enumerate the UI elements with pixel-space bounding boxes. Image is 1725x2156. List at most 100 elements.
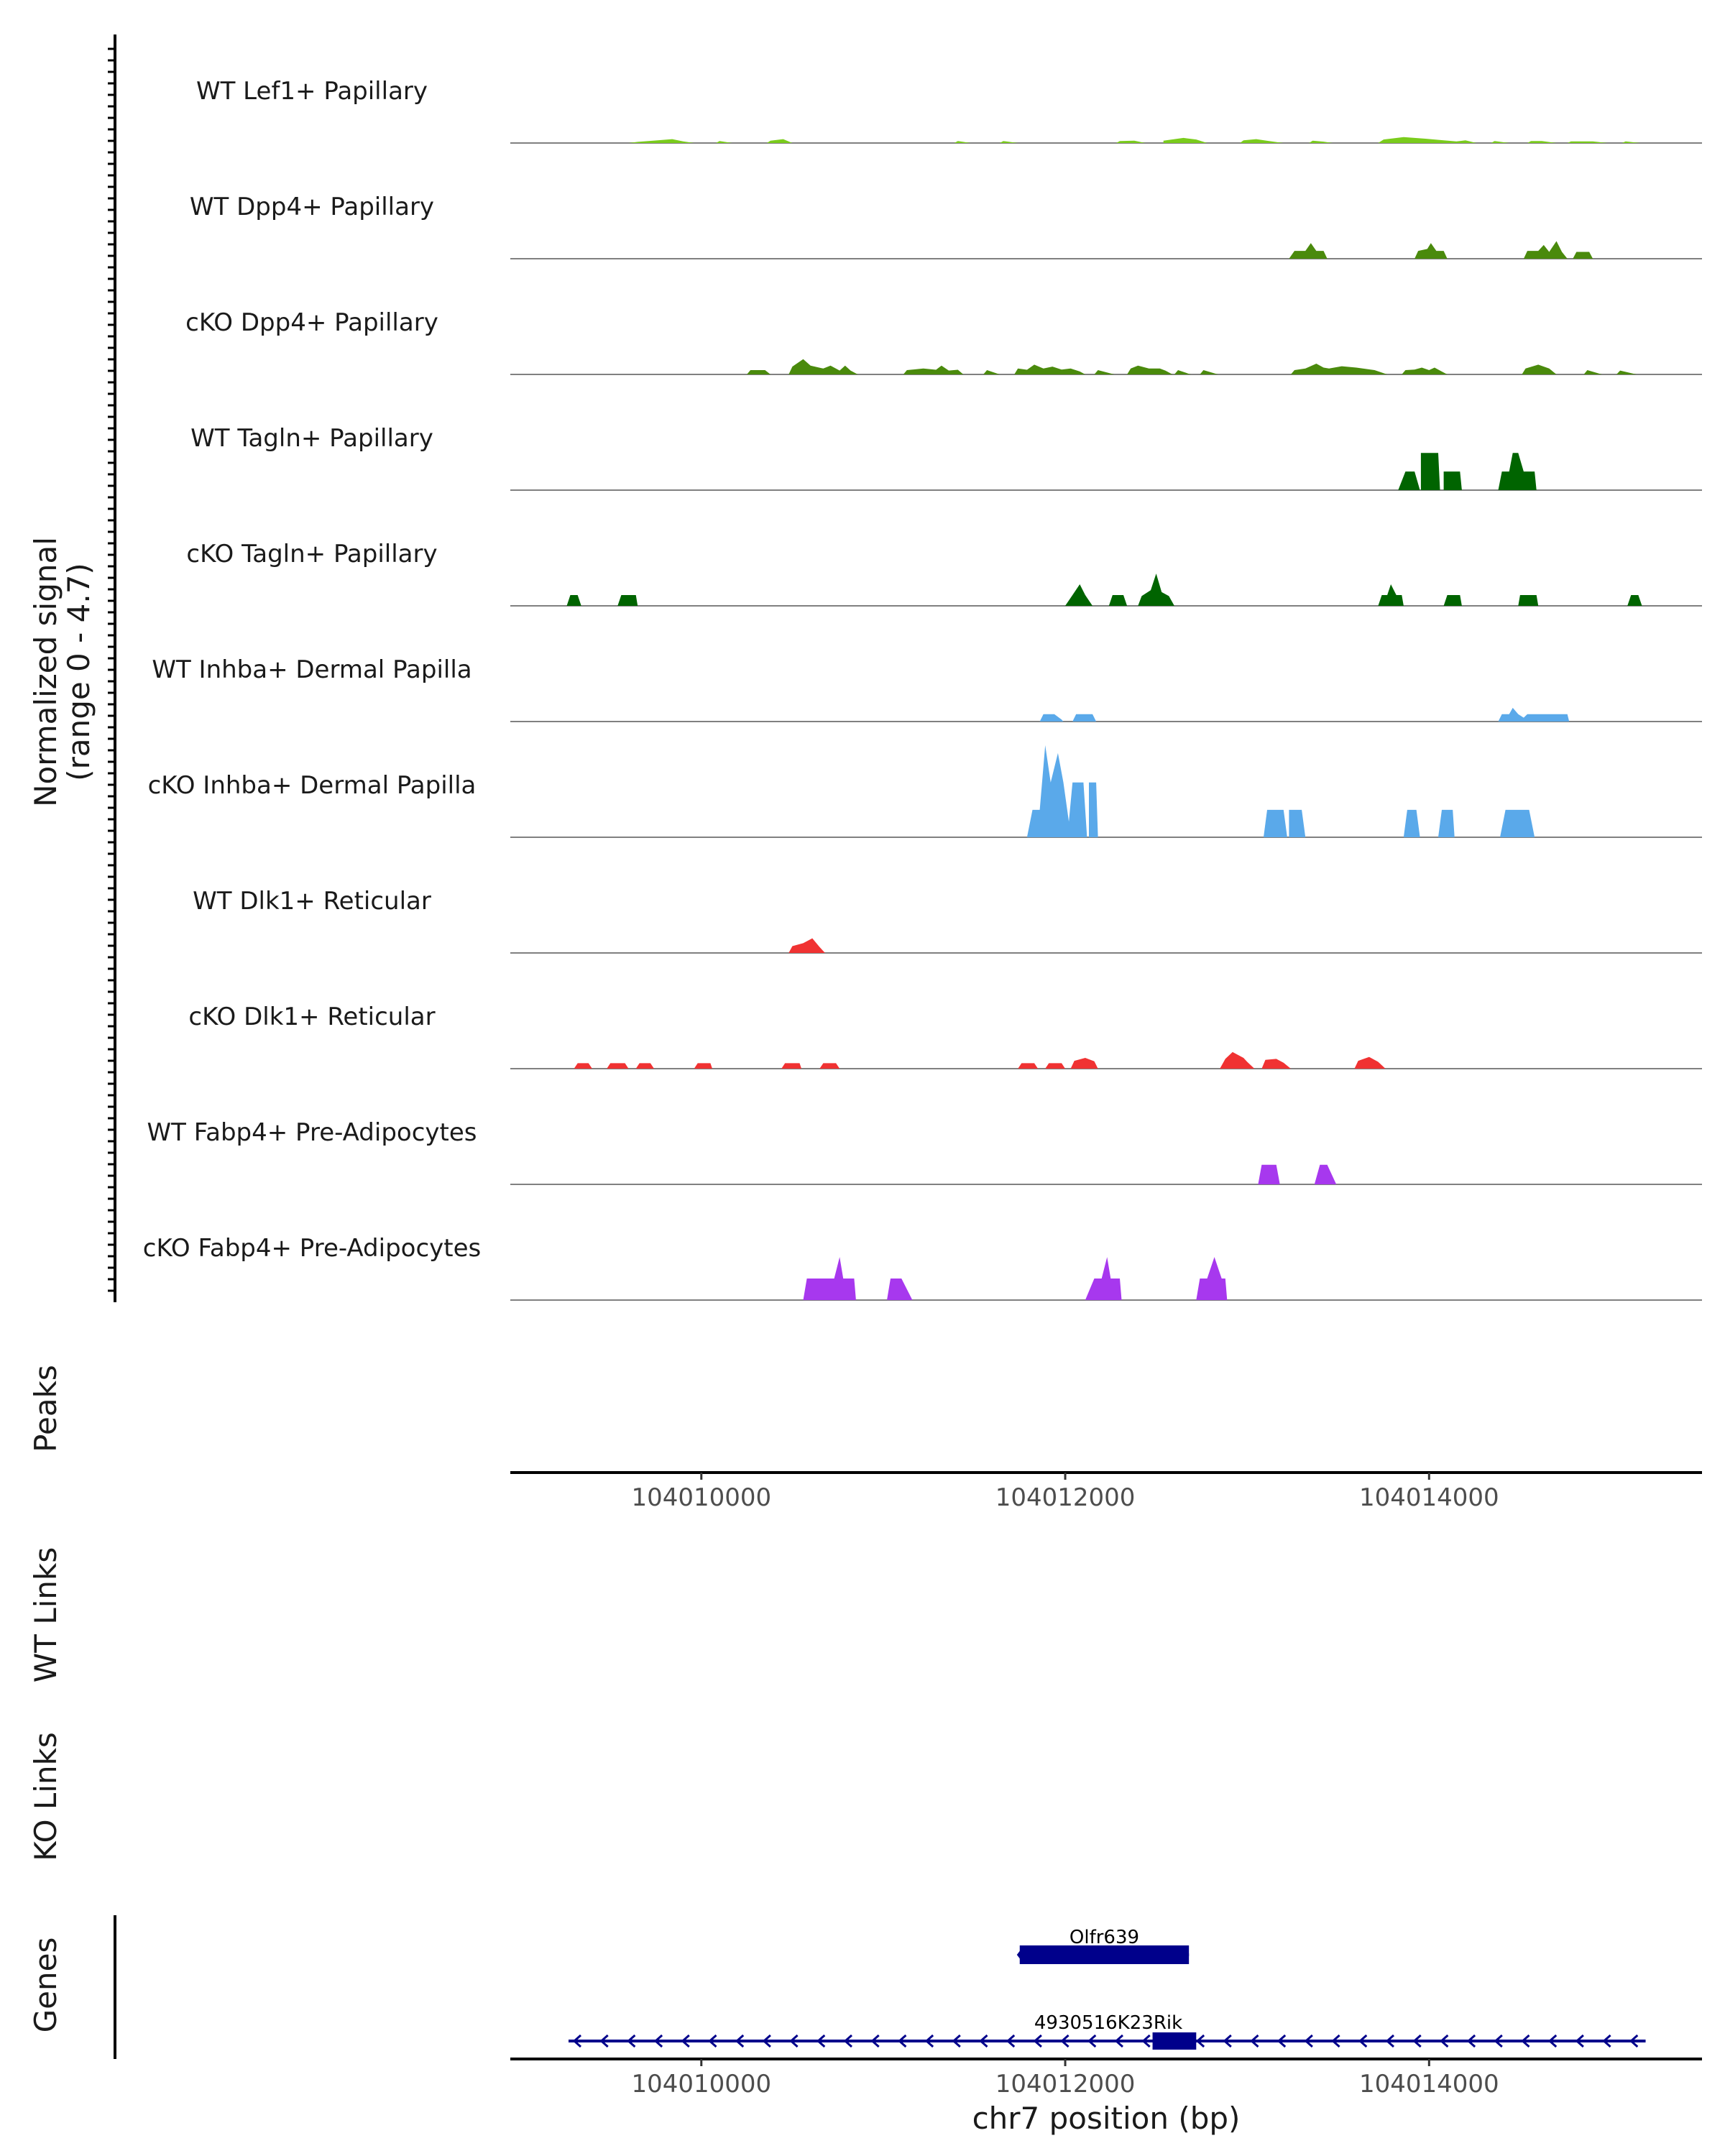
strand-arrow-2-2269: [1629, 2034, 1639, 2048]
signal-peak-11-1: [803, 1257, 856, 1300]
track-label-3: cKO Dpp4+ Papillary: [185, 308, 438, 337]
gene-Olfr639: Olfr639: [1016, 1927, 1190, 1964]
signal-peak-7-4: [1289, 809, 1306, 837]
signal-peak-11-3: [1085, 1257, 1122, 1300]
genes-x-tick-label-1: 104012000: [995, 2070, 1136, 2099]
signal-peak-6-1: [1039, 714, 1064, 722]
signal-peak-5-8: [1518, 595, 1539, 606]
strand-arrow-2-1666: [1195, 2034, 1205, 2048]
strand-arrow-2-1176: [843, 2034, 852, 2048]
strand-arrow-2-1855: [1331, 2034, 1340, 2048]
signal-peak-1-4: [954, 141, 971, 143]
signal-peak-3-2: [788, 359, 858, 374]
signal-peak-1-14: [1622, 141, 1640, 143]
signal-peak-1-3: [766, 139, 793, 143]
signal-peak-9-1: [574, 1063, 592, 1069]
strand-arrow-2-1063: [762, 2034, 771, 2048]
strand-arrow-2-1440: [1033, 2034, 1042, 2048]
gene-label-2: 4930516K23Rik: [1034, 2012, 1182, 2034]
signal-peak-5-1: [566, 595, 581, 606]
strand-arrow-2-1289: [924, 2034, 934, 2048]
strand-arrow-2-1515: [1087, 2034, 1097, 2048]
strand-arrow-2-1138: [816, 2034, 826, 2048]
gene-exon-2-1: [1152, 2032, 1197, 2050]
track-7: cKO Inhba+ Dermal Papilla: [148, 745, 1702, 838]
signal-peak-3-3: [903, 365, 964, 374]
signal-peak-5-3: [1065, 584, 1092, 606]
genes-x-tick-label-2: 104014000: [1359, 2070, 1499, 2099]
signal-peak-9-6: [819, 1063, 840, 1069]
signal-peak-3-14: [1616, 370, 1637, 374]
strand-arrow-2-2232: [1602, 2034, 1611, 2048]
signal-peak-1-10: [1378, 137, 1477, 143]
signal-peak-9-9: [1070, 1058, 1098, 1069]
gene-start-cap-1: [1016, 1945, 1024, 1964]
signal-peak-8-1: [788, 938, 825, 953]
y-axis-label-line2: (range 0 - 4.7): [61, 563, 96, 781]
track-11: cKO Fabp4+ Pre-Adipocytes: [143, 1234, 1702, 1301]
strand-arrow-2-2156: [1547, 2034, 1558, 2048]
strand-arrow-2-1101: [789, 2034, 799, 2048]
strand-arrow-2-2194: [1575, 2034, 1584, 2048]
strand-arrow-2-1553: [1114, 2034, 1123, 2048]
signal-peak-1-9: [1309, 140, 1333, 143]
strand-arrow-2-1365: [979, 2034, 988, 2048]
signal-peak-11-2: [887, 1279, 913, 1300]
signal-peak-1-12: [1527, 141, 1557, 143]
signal-peak-7-1: [1026, 745, 1087, 837]
wt-links-panel-label: WT Links: [28, 1547, 63, 1682]
peaks-x-tick-label-1: 104012000: [995, 1483, 1136, 1512]
signal-peak-3-10: [1290, 364, 1388, 374]
strand-arrow-2-988: [708, 2034, 717, 2048]
signal-peak-9-3: [635, 1063, 654, 1069]
signal-peak-7-7: [1500, 809, 1535, 837]
track-2: WT Dpp4+ Papillary: [190, 193, 1702, 259]
track-10: WT Fabp4+ Pre-Adipocytes: [147, 1118, 1702, 1185]
signal-peak-5-9: [1627, 595, 1642, 606]
signal-peak-1-6: [1116, 140, 1146, 143]
strand-arrow-2-2005: [1440, 2034, 1449, 2048]
signal-peak-1-13: [1567, 141, 1608, 143]
signal-peak-1-11: [1491, 141, 1509, 143]
coverage-tracks: WT Lef1+ Papillary WT Dpp4+ Papillary cKO …: [143, 77, 1702, 1301]
peaks-panel-label: Peaks: [28, 1365, 63, 1452]
strand-arrow-2-799: [572, 2034, 581, 2048]
signal-peak-4-3: [1443, 471, 1462, 490]
track-label-9: cKO Dlk1+ Reticular: [188, 1003, 435, 1031]
strand-arrow-2-1251: [898, 2034, 907, 2048]
strand-arrow-2-912: [653, 2034, 663, 2048]
signal-peak-10-1: [1258, 1164, 1280, 1184]
track-1: WT Lef1+ Papillary: [196, 77, 1702, 144]
signal-peak-3-1: [747, 370, 770, 374]
x-axis-title: chr7 position (bp): [972, 2101, 1241, 2136]
signal-peak-4-1: [1398, 471, 1420, 490]
track-4: WT Tagln+ Papillary: [190, 424, 1702, 491]
signal-peak-3-6: [1094, 370, 1115, 374]
peaks-x-tick-label-2: 104014000: [1359, 1483, 1499, 1512]
genes-x-axis-ticks: 104010000 104012000 104014000: [631, 2059, 1499, 2099]
track-label-6: WT Inhba+ Dermal Papilla: [152, 655, 472, 684]
strand-arrow-2-950: [681, 2034, 690, 2048]
signal-peak-5-5: [1138, 573, 1174, 606]
signal-peak-3-9: [1200, 370, 1218, 374]
signal-peak-6-2: [1072, 714, 1097, 722]
signal-peak-1-7: [1163, 137, 1208, 143]
track-9: cKO Dlk1+ Reticular: [188, 1003, 1702, 1069]
peaks-x-axis-ticks: 104010000 104012000 104014000: [631, 1473, 1499, 1512]
genes-x-tick-label-0: 104010000: [631, 2070, 771, 2099]
signal-peak-9-5: [781, 1063, 801, 1069]
track-label-1: WT Lef1+ Papillary: [196, 77, 428, 106]
gene-4930516K23Rik: 4930516K23Rik: [569, 2012, 1646, 2050]
signal-peak-2-3: [1523, 241, 1568, 259]
strand-arrow-2-2043: [1466, 2034, 1476, 2048]
strand-arrow-2-874: [627, 2034, 636, 2048]
signal-peak-1-5: [999, 141, 1018, 143]
signal-peak-3-7: [1127, 365, 1173, 374]
strand-arrow-2-1327: [952, 2034, 961, 2048]
signal-peak-9-8: [1045, 1063, 1065, 1069]
signal-peak-4-2: [1420, 453, 1440, 490]
signal-peak-5-2: [617, 595, 638, 606]
track-label-5: cKO Tagln+ Papillary: [186, 540, 437, 568]
strand-arrow-2-1478: [1060, 2034, 1070, 2048]
